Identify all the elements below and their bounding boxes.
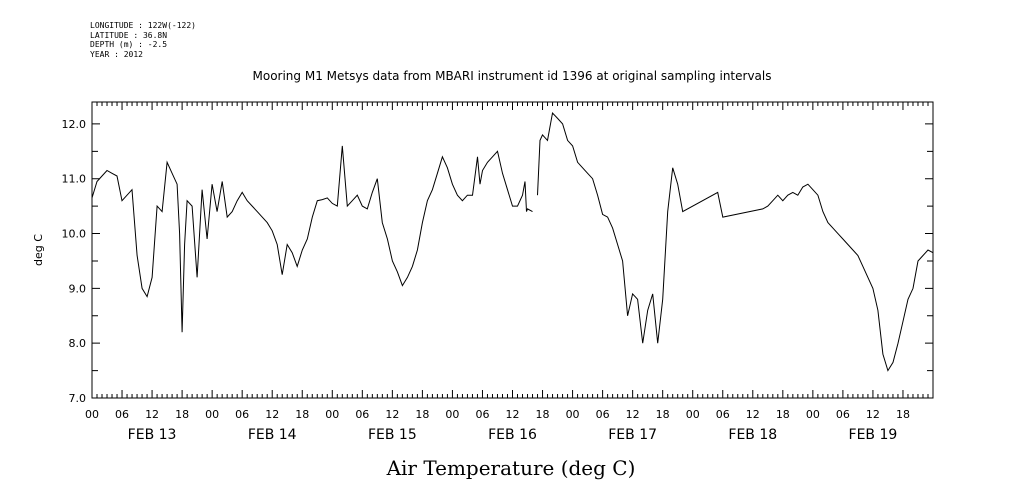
x-tick-label: 06 [355,408,369,421]
x-axis-label: Air Temperature (deg C) [386,456,636,480]
day-labels: FEB 13 FEB 14 FEB 15 FEB 16 FEB 17 FEB 18 FEB … [128,427,898,443]
x-tick-label: 12 [265,408,279,421]
x-tick-label: 12 [626,408,640,421]
x-tick-label: 00 [325,408,339,421]
y-tick-label: 9.0 [69,282,87,295]
day-label: FEB 15 [368,427,417,443]
y-tick-labels: 7.0 8.0 9.0 10.0 11.0 12.0 [62,118,87,405]
x-tick-label: 06 [115,408,129,421]
day-label: FEB 18 [728,427,777,443]
day-label: FEB 16 [488,427,537,443]
data-series [91,111,934,372]
plot-frame [91,101,934,399]
day-label: FEB 13 [128,427,177,443]
x-tick-label: 18 [656,408,670,421]
x-tick-label: 00 [205,408,219,421]
y-tick-label: 10.0 [62,228,87,241]
x-tick-label: 06 [596,408,610,421]
x-tick-label: 00 [566,408,580,421]
y-axis-label: deg C [32,234,45,266]
y-tick-label: 12.0 [62,118,87,131]
x-tick-label: 06 [475,408,489,421]
metadata-block: LONGITUDE : 122W(-122) LATITUDE : 36.8N … [90,21,196,59]
x-tick-label: 18 [415,408,429,421]
x-tick-label: 12 [506,408,520,421]
x-tick-label: 06 [836,408,850,421]
x-tick-label: 18 [536,408,550,421]
y-tick-label: 7.0 [69,392,87,405]
day-label: FEB 14 [248,427,297,443]
series-line [91,145,533,333]
x-tick-label: 12 [866,408,880,421]
x-tick-label: 12 [746,408,760,421]
series-line [537,111,934,372]
x-tick-label: 18 [175,408,189,421]
chart-title: Mooring M1 Metsys data from MBARI instru… [253,69,772,83]
y-tick-label: 11.0 [62,173,87,186]
tick-marks [91,102,934,399]
x-tick-label: 12 [145,408,159,421]
longitude-text: LONGITUDE : 122W(-122) [90,21,196,30]
x-tick-label: 18 [295,408,309,421]
x-tick-label: 00 [686,408,700,421]
year-text: YEAR : 2012 [90,49,143,59]
x-tick-label: 12 [385,408,399,421]
x-tick-labels: 00 06 12 18 00 06 12 18 00 06 12 18 00 06 12 18 00 06 12 18… [85,408,910,421]
x-tick-label: 18 [896,408,910,421]
x-tick-label: 18 [776,408,790,421]
depth-text: DEPTH (m) : -2.5 [90,40,168,50]
y-tick-label: 8.0 [69,337,87,350]
x-tick-label: 06 [716,408,730,421]
x-tick-label: 00 [85,408,99,421]
x-tick-label: 06 [235,408,249,421]
x-tick-label: 00 [806,408,820,421]
latitude-text: LATITUDE : 36.8N [90,30,168,40]
x-tick-label: 00 [445,408,459,421]
day-label: FEB 17 [608,427,657,443]
day-label: FEB 19 [849,427,898,443]
axis-ticks [91,102,934,399]
